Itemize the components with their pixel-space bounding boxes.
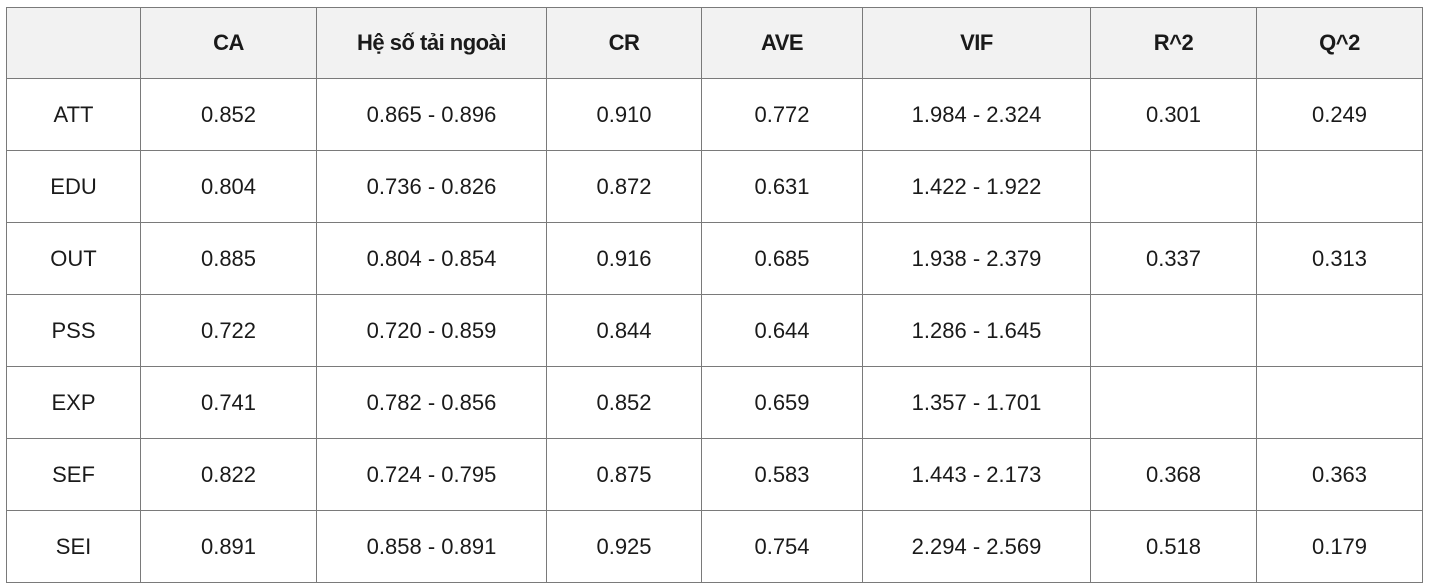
table-cell: 0.916 <box>546 222 702 295</box>
row-label: EDU <box>6 150 141 223</box>
table-cell: 0.925 <box>546 510 702 583</box>
row-label: PSS <box>6 294 141 367</box>
table-cell: 1.286 - 1.645 <box>862 294 1091 367</box>
table-cell: 0.885 <box>140 222 317 295</box>
header-cell <box>6 7 141 79</box>
header-cell: R^2 <box>1090 7 1257 79</box>
table-cell: 0.804 <box>140 150 317 223</box>
table-body: ATT 0.852 0.865 - 0.896 0.910 0.772 1.984 - 2… <box>6 78 1423 583</box>
header-cell: AVE <box>701 7 863 79</box>
table-cell: 0.782 - 0.856 <box>316 366 547 439</box>
table-cell <box>1256 366 1423 439</box>
table-cell: 1.357 - 1.701 <box>862 366 1091 439</box>
table-cell: 0.910 <box>546 78 702 151</box>
table-cell: 0.249 <box>1256 78 1423 151</box>
table-header: CA Hệ số tải ngoài CR AVE VIF R^2 Q^2 <box>6 7 1423 79</box>
row-label: ATT <box>6 78 141 151</box>
table-cell: 0.741 <box>140 366 317 439</box>
table-cell: 0.872 <box>546 150 702 223</box>
header-cell: CA <box>140 7 317 79</box>
table-cell: 0.179 <box>1256 510 1423 583</box>
table-cell <box>1090 150 1257 223</box>
table-row: SEI 0.891 0.858 - 0.891 0.925 0.754 2.294 - 2… <box>6 510 1423 583</box>
table-row: EXP 0.741 0.782 - 0.856 0.852 0.659 1.357 - 1… <box>6 366 1423 439</box>
table-cell: 0.685 <box>701 222 863 295</box>
data-table: CA Hệ số tải ngoài CR AVE VIF R^2 Q^2 ATT 0.852… <box>6 7 1423 583</box>
header-cell: VIF <box>862 7 1091 79</box>
table-cell: 1.938 - 2.379 <box>862 222 1091 295</box>
table-cell <box>1090 294 1257 367</box>
table-cell: 1.443 - 2.173 <box>862 438 1091 511</box>
table-row: SEF 0.822 0.724 - 0.795 0.875 0.583 1.443 - 2… <box>6 438 1423 511</box>
header-row: CA Hệ số tải ngoài CR AVE VIF R^2 Q^2 <box>6 7 1423 79</box>
table-cell: 0.858 - 0.891 <box>316 510 547 583</box>
table-cell: 0.724 - 0.795 <box>316 438 547 511</box>
table-cell: 0.891 <box>140 510 317 583</box>
table-cell: 0.337 <box>1090 222 1257 295</box>
row-label: EXP <box>6 366 141 439</box>
header-cell: Hệ số tải ngoài <box>316 7 547 79</box>
table-cell: 0.772 <box>701 78 863 151</box>
table-cell: 0.875 <box>546 438 702 511</box>
table-cell: 0.631 <box>701 150 863 223</box>
table-cell <box>1256 294 1423 367</box>
table-cell: 0.518 <box>1090 510 1257 583</box>
table-cell: 1.422 - 1.922 <box>862 150 1091 223</box>
table-row: ATT 0.852 0.865 - 0.896 0.910 0.772 1.984 - 2… <box>6 78 1423 151</box>
table-cell: 0.865 - 0.896 <box>316 78 547 151</box>
table-row: PSS 0.722 0.720 - 0.859 0.844 0.644 1.286 - 1… <box>6 294 1423 367</box>
table-cell: 0.583 <box>701 438 863 511</box>
table-cell: 0.301 <box>1090 78 1257 151</box>
table-cell: 2.294 - 2.569 <box>862 510 1091 583</box>
table-cell: 0.852 <box>546 366 702 439</box>
table-cell: 0.722 <box>140 294 317 367</box>
table-cell: 0.822 <box>140 438 317 511</box>
table-cell: 0.363 <box>1256 438 1423 511</box>
table-cell: 0.644 <box>701 294 863 367</box>
table-cell: 0.736 - 0.826 <box>316 150 547 223</box>
table-row: EDU 0.804 0.736 - 0.826 0.872 0.631 1.422 - 1… <box>6 150 1423 223</box>
row-label: SEF <box>6 438 141 511</box>
header-cell: CR <box>546 7 702 79</box>
table-row: OUT 0.885 0.804 - 0.854 0.916 0.685 1.938 - 2… <box>6 222 1423 295</box>
table-cell: 0.844 <box>546 294 702 367</box>
table-cell: 0.804 - 0.854 <box>316 222 547 295</box>
row-label: OUT <box>6 222 141 295</box>
table-cell: 0.852 <box>140 78 317 151</box>
row-label: SEI <box>6 510 141 583</box>
table-cell <box>1256 150 1423 223</box>
table-cell: 0.368 <box>1090 438 1257 511</box>
table-cell: 0.720 - 0.859 <box>316 294 547 367</box>
table-cell: 0.313 <box>1256 222 1423 295</box>
header-cell: Q^2 <box>1256 7 1423 79</box>
table-cell: 1.984 - 2.324 <box>862 78 1091 151</box>
table-cell <box>1090 366 1257 439</box>
table-cell: 0.659 <box>701 366 863 439</box>
table-cell: 0.754 <box>701 510 863 583</box>
